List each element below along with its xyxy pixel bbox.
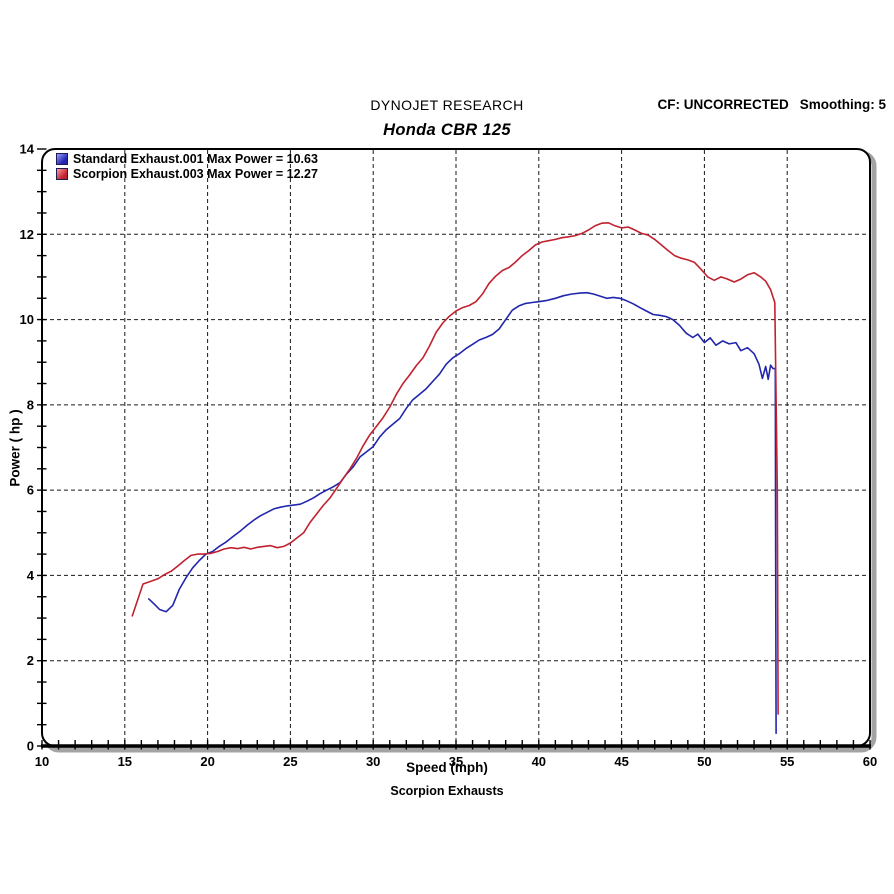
footer-brand: Scorpion Exhausts: [390, 784, 504, 798]
legend-label-standard: Standard Exhaust.001 Max Power = 10.63: [73, 151, 318, 166]
svg-text:60: 60: [863, 754, 877, 769]
svg-text:8: 8: [27, 397, 34, 412]
svg-text:15: 15: [118, 754, 132, 769]
smoothing-label: Smoothing: 5: [799, 97, 886, 112]
y-axis-title: Power ( hp ): [7, 409, 23, 487]
legend-item-scorpion: Scorpion Exhaust.003 Max Power = 12.27: [56, 166, 318, 181]
svg-text:35: 35: [449, 754, 463, 769]
svg-text:10: 10: [35, 754, 49, 769]
dynojet-research-header: DYNOJET RESEARCH: [370, 97, 524, 113]
svg-text:30: 30: [366, 754, 380, 769]
chart-title: Honda CBR 125: [383, 121, 511, 139]
legend: Standard Exhaust.001 Max Power = 10.63 S…: [56, 151, 318, 181]
svg-text:12: 12: [20, 227, 34, 242]
svg-text:4: 4: [27, 568, 35, 583]
legend-item-standard: Standard Exhaust.001 Max Power = 10.63: [56, 151, 318, 166]
legend-label-scorpion: Scorpion Exhaust.003 Max Power = 12.27: [73, 166, 318, 181]
x-axis-title: Speed (mph): [406, 760, 488, 775]
svg-text:14: 14: [20, 142, 35, 157]
cf-uncorrected-label: CF: UNCORRECTED: [657, 97, 789, 112]
correction-settings: CF: UNCORRECTED Smoothing: 5: [658, 97, 887, 112]
svg-text:6: 6: [27, 483, 34, 498]
svg-text:45: 45: [614, 754, 628, 769]
svg-text:40: 40: [532, 754, 546, 769]
svg-text:50: 50: [697, 754, 711, 769]
svg-text:55: 55: [780, 754, 794, 769]
svg-text:0: 0: [27, 739, 34, 754]
legend-swatch-scorpion-icon: [56, 167, 68, 180]
svg-text:20: 20: [200, 754, 214, 769]
legend-swatch-standard-icon: [56, 152, 68, 165]
svg-text:2: 2: [27, 653, 34, 668]
svg-text:10: 10: [20, 312, 34, 327]
svg-text:25: 25: [283, 754, 297, 769]
